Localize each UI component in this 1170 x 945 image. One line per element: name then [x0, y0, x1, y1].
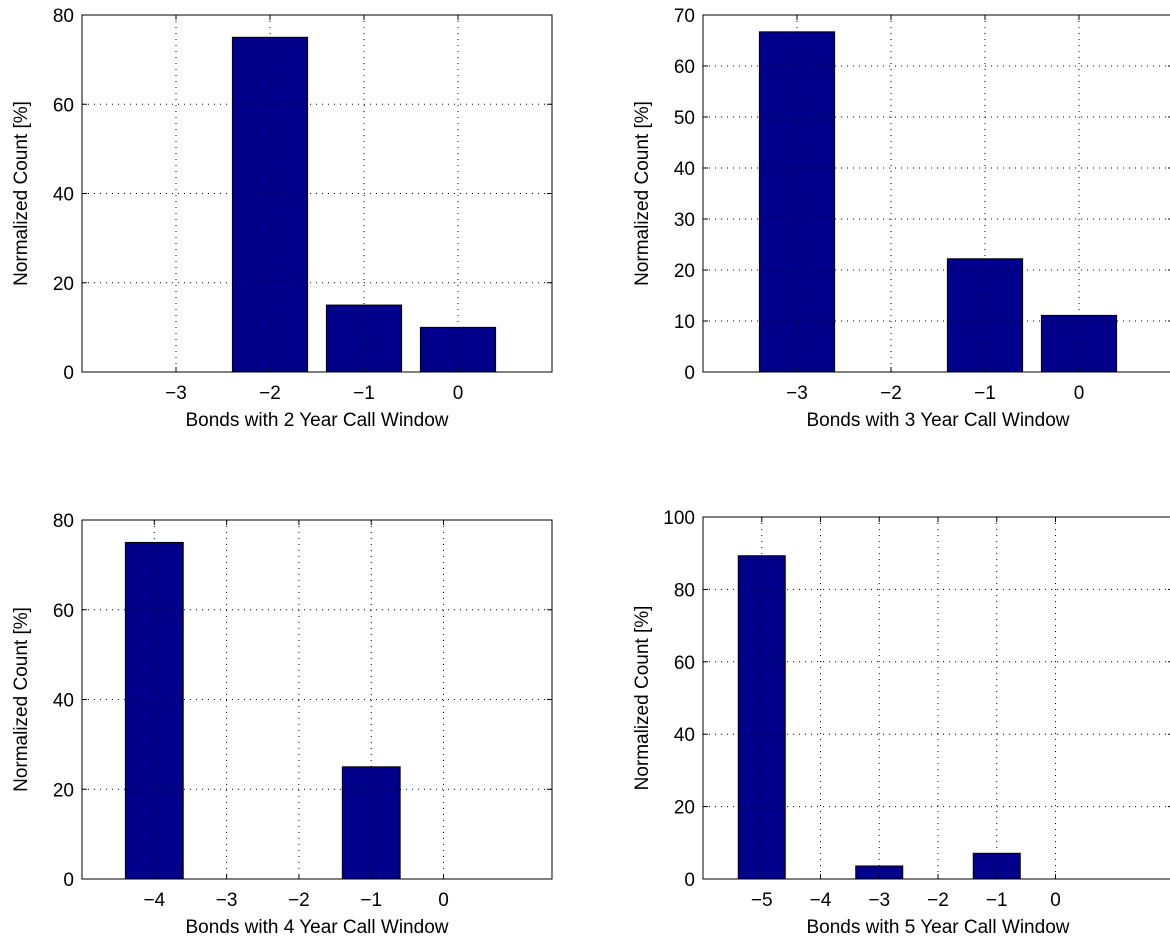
- axes-box: [702, 14, 1170, 373]
- x-tick-label: −4: [143, 890, 165, 911]
- x-axis-label: Bonds with 4 Year Call Window: [186, 917, 449, 938]
- y-axis-label: Normalized Count [%]: [11, 607, 32, 792]
- x-axis-label: Bonds with 5 Year Call Window: [807, 917, 1070, 938]
- y-tick-label: 30: [674, 210, 695, 231]
- x-axis-label: Bonds with 2 Year Call Window: [186, 410, 449, 431]
- x-tick-label: −2: [259, 383, 281, 404]
- subplot-1: −3 −2 −1 0 0 20 40 60 80 Bonds with 2 Year Call W…: [11, 6, 553, 431]
- y-tick-label: 50: [674, 108, 695, 129]
- x-tick-label: −2: [927, 890, 949, 911]
- x-tick-label: −5: [751, 890, 773, 911]
- y-tick-label: 60: [53, 95, 74, 116]
- x-tick-label: 0: [1050, 890, 1061, 911]
- y-axis-label: Normalized Count [%]: [632, 606, 653, 791]
- y-axis-label: Normalized Count [%]: [11, 101, 32, 286]
- y-tick-label: 60: [674, 653, 695, 674]
- x-tick-label: −3: [786, 383, 808, 404]
- y-tick-label: 0: [684, 363, 695, 384]
- y-tick-label: 20: [53, 274, 74, 295]
- x-tick-label: −1: [353, 383, 375, 404]
- y-tick-label: 20: [53, 780, 74, 801]
- y-tick-label: 40: [53, 185, 74, 206]
- y-tick-label: 40: [674, 725, 695, 746]
- y-tick-label: 60: [53, 601, 74, 622]
- subplot-3: −4 −3 −2 −1 0 0 20 40 60 80 Bonds with 4 Year Call…: [11, 511, 553, 938]
- x-tick-label: −4: [810, 890, 832, 911]
- x-tick-label: −3: [165, 383, 187, 404]
- y-tick-label: 70: [674, 6, 695, 27]
- x-tick-label: 0: [453, 383, 464, 404]
- subplot-2: −3 −2 −1 0 0 10 20 30 40 50 60 70 Bonds with 3 Year …: [632, 6, 1170, 431]
- x-tick-label: −3: [216, 890, 238, 911]
- x-tick-label: −1: [974, 383, 996, 404]
- y-tick-label: 80: [674, 580, 695, 601]
- x-tick-label: −2: [288, 890, 310, 911]
- bar: [325, 304, 403, 373]
- subplot-4: −5 −4 −3 −2 −1 0 0 20 40 60 80 100 Bonds with 5 Year…: [632, 508, 1170, 938]
- y-tick-label: 0: [63, 363, 74, 384]
- y-tick-label: 10: [674, 312, 695, 333]
- bar: [737, 555, 786, 880]
- bar: [1040, 314, 1118, 373]
- y-tick-label: 0: [684, 870, 695, 891]
- x-tick-label: −1: [986, 890, 1008, 911]
- y-axis-label: Normalized Count [%]: [632, 101, 653, 286]
- y-tick-label: 80: [53, 6, 74, 27]
- y-tick-label: 40: [53, 691, 74, 712]
- bar: [419, 326, 497, 373]
- x-tick-label: 0: [438, 890, 449, 911]
- y-tick-label: 100: [663, 508, 695, 529]
- y-tick-label: 0: [63, 870, 74, 891]
- x-tick-label: −1: [360, 890, 382, 911]
- y-tick-label: 20: [674, 261, 695, 282]
- x-tick-label: −3: [868, 890, 890, 911]
- x-tick-label: −2: [880, 383, 902, 404]
- x-axis-label: Bonds with 3 Year Call Window: [807, 410, 1070, 431]
- y-tick-label: 20: [674, 798, 695, 819]
- y-tick-label: 80: [53, 511, 74, 532]
- x-tick-label: 0: [1074, 383, 1085, 404]
- y-tick-label: 40: [674, 159, 695, 180]
- y-tick-label: 60: [674, 57, 695, 78]
